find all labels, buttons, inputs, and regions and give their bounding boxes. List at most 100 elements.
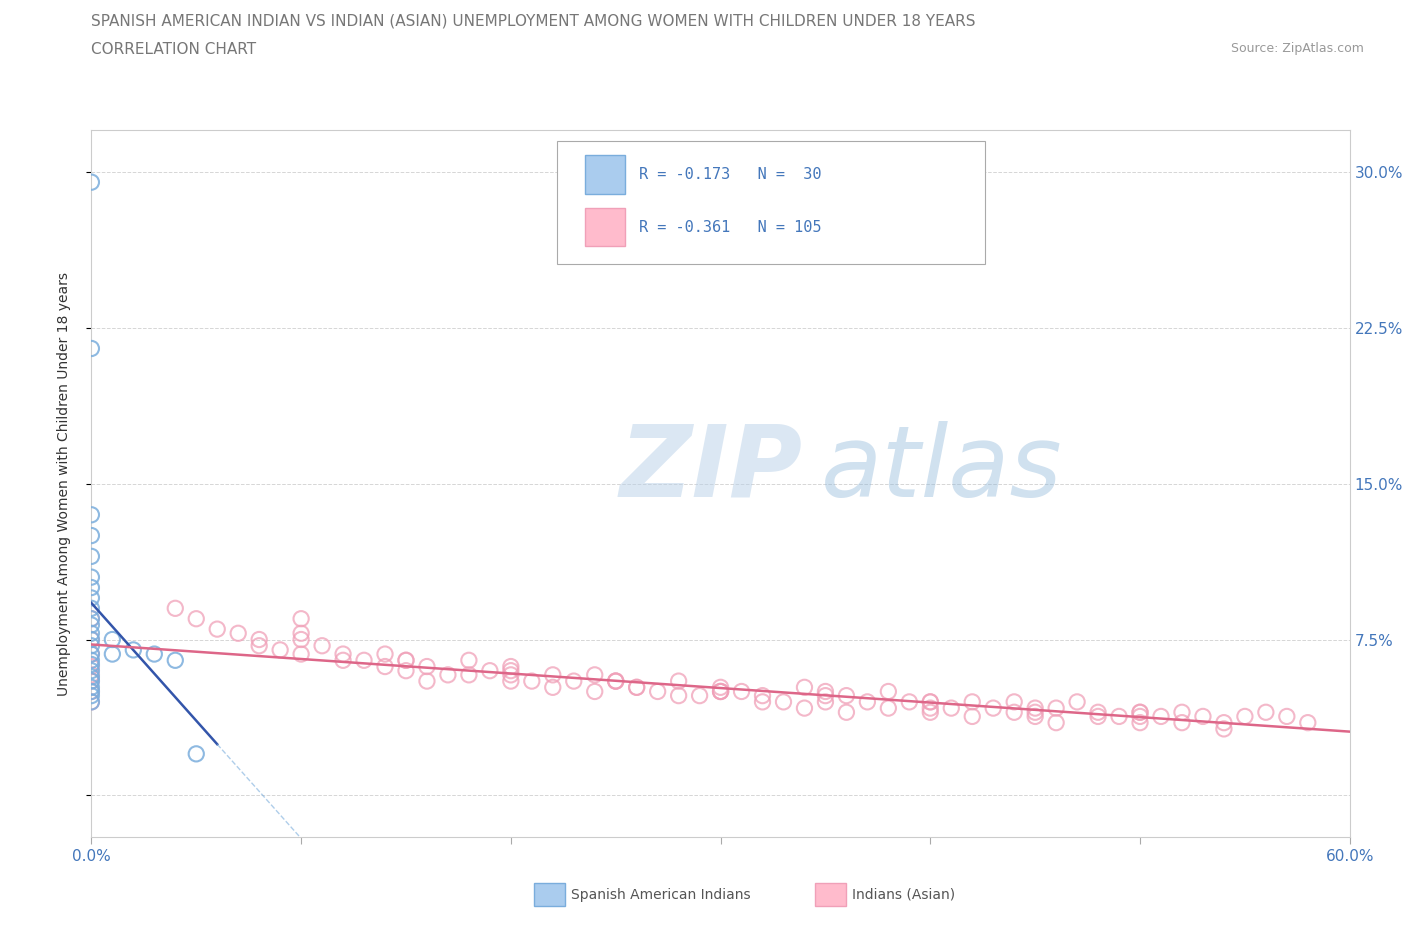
Point <box>80 175 103 190</box>
Point <box>962 709 984 724</box>
Point <box>186 611 208 626</box>
Point <box>416 659 439 674</box>
Point <box>1171 705 1194 720</box>
Point <box>80 591 103 605</box>
Point <box>1213 722 1236 737</box>
Point <box>626 680 648 695</box>
Point <box>80 508 103 523</box>
Point <box>1129 705 1152 720</box>
Point <box>541 680 564 695</box>
Point <box>80 528 103 543</box>
Point <box>751 695 773 710</box>
Point <box>709 684 731 699</box>
Point <box>80 638 103 653</box>
Point <box>814 684 837 699</box>
Point <box>332 653 354 668</box>
Point <box>1045 700 1067 715</box>
Text: R = -0.173   N =  30: R = -0.173 N = 30 <box>638 167 821 182</box>
Point <box>353 653 375 668</box>
Point <box>247 638 270 653</box>
Text: Indians (Asian): Indians (Asian) <box>852 887 955 902</box>
Point <box>709 680 731 695</box>
Point <box>80 570 103 585</box>
Point <box>1150 709 1173 724</box>
Point <box>80 684 103 699</box>
Point <box>668 673 690 688</box>
Point <box>499 673 522 688</box>
Point <box>395 653 418 668</box>
Point <box>80 618 103 632</box>
Point <box>80 549 103 564</box>
Point <box>80 668 103 683</box>
Point <box>416 673 439 688</box>
Point <box>1024 700 1046 715</box>
Point <box>80 695 103 710</box>
Point <box>1087 705 1109 720</box>
Point <box>80 611 103 626</box>
Point <box>981 700 1004 715</box>
Point <box>101 632 124 647</box>
Point <box>751 688 773 703</box>
Point <box>80 632 103 647</box>
Text: ZIP: ZIP <box>620 421 803 518</box>
Point <box>80 680 103 695</box>
Point <box>80 601 103 616</box>
Point <box>1087 709 1109 724</box>
Point <box>80 663 103 678</box>
Point <box>1066 695 1088 710</box>
Point <box>793 680 815 695</box>
Point <box>1192 709 1215 724</box>
Point <box>499 663 522 678</box>
Point <box>1213 715 1236 730</box>
Point <box>247 632 270 647</box>
Point <box>835 688 858 703</box>
Point <box>605 673 627 688</box>
Point <box>499 668 522 683</box>
Point <box>583 684 606 699</box>
Point <box>605 673 627 688</box>
Point <box>814 688 837 703</box>
Point <box>457 653 479 668</box>
Point <box>583 668 606 683</box>
Point <box>226 626 249 641</box>
Point <box>395 663 418 678</box>
Point <box>80 657 103 671</box>
Point <box>1171 715 1194 730</box>
Point <box>856 695 879 710</box>
Point <box>143 646 166 661</box>
Text: atlas: atlas <box>821 421 1063 518</box>
Point <box>290 632 312 647</box>
Point <box>1108 709 1130 724</box>
Point <box>80 673 103 688</box>
Point <box>80 684 103 699</box>
Point <box>793 700 815 715</box>
Point <box>668 688 690 703</box>
Point <box>269 643 291 658</box>
Point <box>920 695 942 710</box>
Point <box>1129 715 1152 730</box>
Point <box>80 341 103 356</box>
Point <box>165 601 187 616</box>
Point <box>1129 709 1152 724</box>
Point <box>920 700 942 715</box>
Point <box>1275 709 1298 724</box>
Point <box>1129 705 1152 720</box>
Point <box>877 700 900 715</box>
Point <box>80 670 103 684</box>
Point <box>730 684 752 699</box>
Point <box>80 695 103 710</box>
Point <box>835 705 858 720</box>
Point <box>122 643 145 658</box>
Point <box>437 668 460 683</box>
Text: Source: ZipAtlas.com: Source: ZipAtlas.com <box>1230 42 1364 55</box>
Point <box>1024 705 1046 720</box>
Point <box>647 684 669 699</box>
Point <box>709 684 731 699</box>
Bar <box>585 207 624 246</box>
Point <box>920 695 942 710</box>
Point <box>80 653 103 668</box>
Y-axis label: Unemployment Among Women with Children Under 18 years: Unemployment Among Women with Children U… <box>56 272 70 696</box>
Point <box>80 646 103 661</box>
FancyBboxPatch shape <box>557 140 984 264</box>
Point <box>962 695 984 710</box>
